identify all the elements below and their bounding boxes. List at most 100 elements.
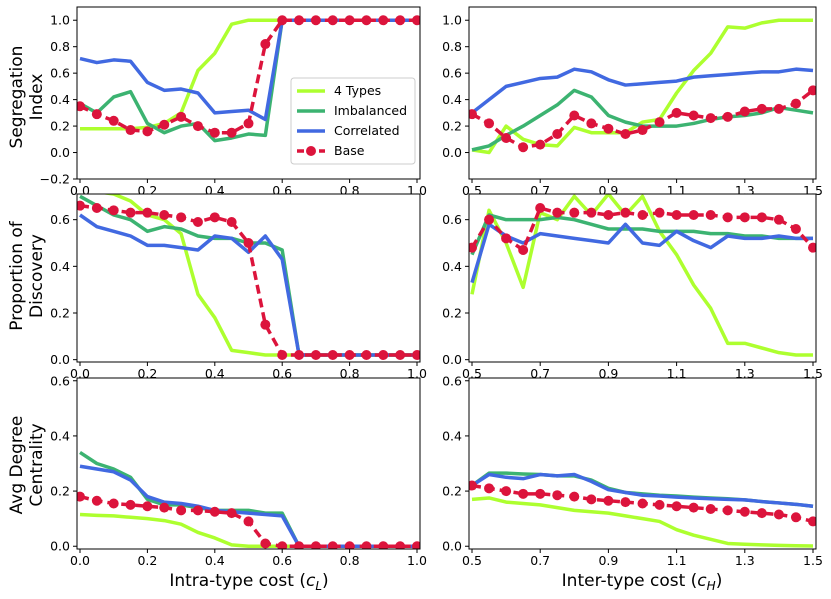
marker-base-discovery-right-9: [620, 207, 631, 218]
ytick-label-segregation-left-6: 1.0: [50, 13, 70, 28]
marker-base-centrality-left-11: [260, 538, 271, 549]
marker-base-segregation-right-6: [569, 110, 580, 121]
marker-base-discovery-left-14: [310, 350, 321, 360]
marker-base-discovery-right-20: [808, 242, 816, 253]
marker-base-centrality-right-16: [739, 506, 750, 517]
ytick-label-segregation-left-0: −0.2: [40, 172, 70, 187]
legend-entry-base: Base: [297, 143, 365, 158]
marker-base-discovery-left-3: [125, 207, 136, 218]
marker-base-discovery-right-8: [603, 210, 614, 220]
marker-base-segregation-left-7: [192, 121, 203, 132]
ytick-label-centrality-right-1: 0.2: [442, 484, 462, 499]
marker-base-centrality-left-20: [412, 541, 420, 549]
xlabel-intra-type: Intra-type cost (cL): [169, 571, 328, 593]
xtick-label-discovery-right-4: 1.3: [735, 366, 755, 381]
marker-base-discovery-left-9: [226, 217, 237, 227]
ytick-label-discovery-right-2: 0.4: [442, 259, 462, 274]
marker-base-discovery-right-2: [501, 233, 512, 244]
axes-frame-discovery-right: [468, 193, 817, 363]
xtick-label-discovery-right-0: 0.5: [462, 366, 482, 381]
marker-base-discovery-left-11: [260, 319, 271, 330]
axes-frame-discovery-left: [76, 193, 421, 363]
series-group-centrality-right: [469, 471, 816, 548]
marker-base-centrality-left-1: [91, 495, 102, 506]
ytick-label-segregation-left-1: 0.0: [50, 145, 70, 160]
xtick-label-centrality-right-2: 0.9: [598, 553, 618, 568]
xtick-label-discovery-right-1: 0.7: [530, 366, 550, 381]
marker-base-discovery-right-19: [790, 224, 801, 234]
marker-base-discovery-left-13: [294, 350, 305, 360]
ytick-label-discovery-left-1: 0.2: [50, 306, 70, 321]
marker-base-segregation-right-9: [620, 129, 631, 140]
legend-marker-base: [306, 146, 316, 156]
ylabel-segregation-line1: Segregation: [7, 46, 27, 149]
xtick-label-discovery-right-5: 1.5: [803, 366, 823, 381]
xtick-label-centrality-right-3: 1.1: [667, 553, 687, 568]
marker-base-segregation-left-11: [260, 39, 271, 50]
ytick-label-segregation-right-5: 1.0: [442, 13, 462, 28]
marker-base-segregation-right-15: [722, 111, 733, 122]
ytick-label-centrality-right-0: 0.0: [442, 539, 462, 554]
marker-base-discovery-left-16: [344, 350, 355, 360]
marker-base-centrality-left-10: [243, 516, 254, 527]
marker-base-discovery-right-1: [484, 214, 495, 225]
xtick-label-discovery-left-2: 0.4: [205, 366, 225, 381]
marker-base-centrality-right-7: [586, 494, 597, 505]
panels: 0.0 0.2 0.4 0.6 0.8 1.0 −0.2 0.0 0.2 0.4 0.6 0.8 1.0…: [40, 6, 823, 568]
ytick-label-discovery-left-3: 0.6: [50, 212, 70, 227]
ylabel-discovery: Proportion of Discovery: [7, 220, 47, 331]
marker-base-discovery-left-19: [395, 350, 406, 360]
marker-base-discovery-right-10: [637, 210, 648, 220]
marker-base-centrality-right-20: [808, 516, 816, 527]
marker-base-centrality-left-7: [192, 505, 203, 516]
ytick-label-segregation-left-5: 0.8: [50, 39, 70, 54]
marker-base-centrality-right-18: [773, 509, 784, 520]
series-group-discovery-left: [77, 194, 420, 360]
marker-base-segregation-right-4: [535, 139, 546, 150]
legend: 4 Types Imbalanced Correlated Base: [290, 77, 416, 165]
xtick-label-discovery-left-0: 0.0: [70, 366, 90, 381]
ytick-label-segregation-right-1: 0.2: [442, 119, 462, 134]
marker-base-segregation-left-20: [412, 15, 420, 26]
xtick-label-centrality-right-0: 0.5: [462, 553, 482, 568]
xtick-label-discovery-left-1: 0.2: [137, 366, 157, 381]
series-group-segregation-left: [77, 15, 420, 143]
marker-base-segregation-right-14: [705, 113, 716, 124]
series-group-discovery-right: [469, 194, 816, 357]
marker-base-centrality-right-6: [569, 491, 580, 502]
marker-base-centrality-right-10: [637, 498, 648, 509]
marker-base-centrality-left-6: [176, 505, 187, 516]
marker-base-discovery-left-5: [159, 210, 170, 220]
marker-base-segregation-right-18: [773, 103, 784, 114]
marker-base-discovery-right-4: [535, 203, 546, 213]
ytick-label-segregation-right-2: 0.4: [442, 92, 462, 107]
ytick-label-discovery-left-2: 0.4: [50, 259, 70, 274]
marker-base-segregation-left-1: [91, 109, 102, 120]
legend-label-base: Base: [334, 143, 365, 158]
panel-discovery-left: 0.0 0.2 0.4 0.6 0.8 1.0 0.0 0.2 0.4 0.6: [50, 193, 427, 381]
marker-base-centrality-left-4: [142, 501, 153, 512]
marker-base-centrality-right-1: [484, 483, 495, 494]
xtick-label-centrality-right-5: 1.5: [803, 553, 823, 568]
marker-base-discovery-left-7: [192, 217, 203, 227]
series-line-imbalanced-discovery-right: [470, 213, 813, 256]
series-line-correlated-segregation-right: [470, 67, 814, 115]
marker-base-segregation-left-5: [159, 119, 170, 130]
marker-base-segregation-left-3: [125, 125, 136, 136]
ytick-label-segregation-right-0: 0.0: [442, 145, 462, 160]
marker-base-discovery-left-6: [176, 212, 187, 223]
legend-frame: [290, 77, 416, 165]
xtick-label-centrality-left-1: 0.2: [137, 553, 157, 568]
marker-base-discovery-right-15: [722, 212, 733, 223]
marker-base-centrality-right-17: [756, 508, 767, 519]
marker-base-segregation-right-2: [501, 132, 512, 143]
ylabel-discovery-line2: Discovery: [27, 234, 47, 318]
ytick-label-discovery-right-3: 0.6: [442, 212, 462, 227]
marker-base-centrality-right-12: [671, 501, 682, 512]
marker-base-discovery-right-11: [654, 207, 665, 218]
marker-base-centrality-right-19: [790, 512, 801, 523]
marker-base-discovery-right-16: [739, 212, 750, 223]
marker-base-segregation-right-7: [586, 118, 597, 129]
ylabel-centrality-line1: Avg Degree: [7, 416, 27, 515]
series-line-correlated-centrality-right: [471, 472, 814, 508]
